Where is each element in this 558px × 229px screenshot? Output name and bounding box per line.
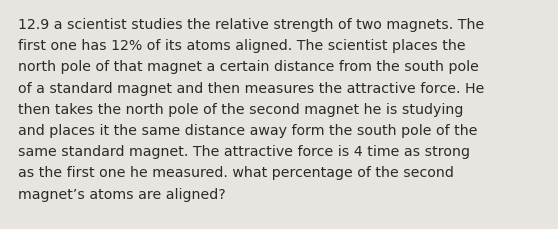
Text: as the first one he measured. what percentage of the second: as the first one he measured. what perce… bbox=[18, 166, 454, 180]
Text: and places it the same distance away form the south pole of the: and places it the same distance away for… bbox=[18, 123, 478, 137]
Text: same standard magnet. The attractive force is 4 time as strong: same standard magnet. The attractive for… bbox=[18, 144, 470, 158]
Text: magnet’s atoms are aligned?: magnet’s atoms are aligned? bbox=[18, 187, 226, 201]
Text: 12.9 a scientist studies the relative strength of two magnets. The: 12.9 a scientist studies the relative st… bbox=[18, 18, 484, 32]
Text: north pole of that magnet a certain distance from the south pole: north pole of that magnet a certain dist… bbox=[18, 60, 479, 74]
Text: of a standard magnet and then measures the attractive force. He: of a standard magnet and then measures t… bbox=[18, 81, 484, 95]
Text: first one has 12% of its atoms aligned. The scientist places the: first one has 12% of its atoms aligned. … bbox=[18, 39, 465, 53]
Text: then takes the north pole of the second magnet he is studying: then takes the north pole of the second … bbox=[18, 102, 463, 116]
